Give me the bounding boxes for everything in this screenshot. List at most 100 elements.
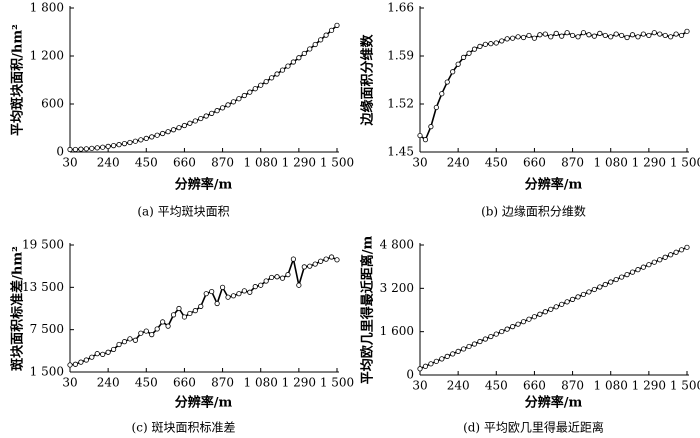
- x-tick-label: 30: [412, 379, 427, 393]
- data-point: [640, 264, 647, 270]
- data-point: [569, 296, 576, 302]
- data-point: [230, 99, 237, 105]
- data-point: [279, 275, 286, 281]
- data-point: [307, 263, 313, 269]
- data-point: [198, 115, 204, 122]
- data-point: [274, 274, 280, 280]
- data-point: [597, 30, 603, 36]
- data-point: [160, 319, 166, 325]
- data-point: [154, 326, 160, 332]
- data-point: [575, 34, 581, 40]
- data-point: [471, 341, 478, 347]
- data-point: [651, 259, 657, 265]
- y-axis-label: 边缘面积分维数: [360, 34, 376, 127]
- data-point: [510, 324, 516, 330]
- x-tick-label: 1 500: [320, 156, 354, 170]
- data-point: [170, 312, 177, 318]
- data-point: [515, 321, 521, 327]
- y-tick-label: 19 500: [22, 238, 64, 252]
- data-point: [83, 357, 89, 363]
- data-point: [160, 130, 166, 137]
- data-point: [493, 40, 499, 46]
- data-point: [138, 330, 144, 336]
- data-point: [318, 258, 324, 264]
- data-point: [591, 286, 597, 293]
- y-tick-label: 1.66: [387, 1, 414, 15]
- data-point: [488, 41, 494, 47]
- data-point: [531, 314, 538, 320]
- data-point: [520, 319, 527, 325]
- data-point: [187, 120, 193, 126]
- data-point: [290, 256, 297, 262]
- data-point: [334, 257, 340, 263]
- data-point: [89, 145, 95, 151]
- data-point: [433, 104, 439, 111]
- data-point: [564, 30, 570, 36]
- data-point: [100, 144, 106, 150]
- data-point: [312, 41, 318, 48]
- y-tick-label: 13 500: [22, 280, 64, 294]
- data-point: [149, 134, 155, 140]
- data-point: [78, 146, 84, 152]
- x-tick-label: 30: [62, 376, 77, 390]
- data-point: [258, 282, 264, 288]
- caption: (b) 边缘面积分维数: [481, 204, 586, 219]
- y-tick-label: 7 500: [30, 322, 64, 336]
- x-tick-label: 30: [62, 156, 77, 170]
- x-tick-label: 240: [447, 156, 470, 170]
- data-point: [307, 46, 313, 52]
- data-point: [67, 146, 73, 153]
- data-point: [285, 63, 291, 69]
- data-point: [236, 96, 242, 102]
- y-tick-label: 600: [41, 97, 64, 111]
- data-point: [428, 361, 434, 367]
- data-point: [241, 288, 247, 294]
- data-point: [471, 46, 478, 52]
- x-tick-label: 1 290: [632, 156, 666, 170]
- data-point: [225, 294, 231, 300]
- data-point: [301, 264, 307, 270]
- y-tick-label: 3 200: [380, 281, 414, 295]
- data-point: [263, 278, 269, 284]
- data-point: [290, 59, 297, 65]
- x-axis-label: 分辨率/m: [525, 395, 583, 411]
- data-point: [422, 363, 429, 369]
- data-point: [526, 32, 532, 39]
- data-point: [613, 31, 619, 37]
- data-point: [181, 314, 188, 320]
- y-tick-label: 1.52: [387, 97, 414, 111]
- data-point: [586, 289, 592, 295]
- data-point: [176, 305, 182, 312]
- y-tick-label: 1 200: [30, 49, 64, 63]
- data-point: [100, 351, 106, 357]
- caption: (c) 斑块面积标准差: [132, 421, 236, 435]
- data-point: [154, 132, 160, 138]
- data-point: [504, 36, 510, 42]
- data-point: [482, 336, 488, 342]
- data-point: [67, 362, 73, 368]
- data-point: [569, 32, 576, 39]
- data-point: [651, 30, 657, 36]
- data-point: [624, 272, 630, 278]
- x-tick-label: 660: [173, 376, 196, 390]
- data-point: [165, 323, 171, 329]
- y-axis-label: 斑块面积标准差/hm²: [10, 246, 26, 371]
- data-point: [279, 67, 286, 73]
- data-point: [72, 146, 79, 153]
- x-tick-label: 660: [173, 156, 196, 170]
- data-point: [450, 351, 456, 357]
- data-point: [214, 108, 220, 114]
- x-axis-label: 分辨率/m: [175, 395, 233, 411]
- data-point: [482, 41, 488, 47]
- data-point: [646, 32, 652, 39]
- data-point: [455, 61, 461, 67]
- data-point: [488, 333, 494, 340]
- data-point: [602, 281, 608, 288]
- data-point: [619, 32, 625, 39]
- data-point: [678, 247, 685, 253]
- data-point: [564, 299, 570, 305]
- x-tick-label: 870: [561, 379, 584, 393]
- data-point: [323, 32, 329, 38]
- data-point: [499, 38, 505, 44]
- data-point: [629, 269, 636, 275]
